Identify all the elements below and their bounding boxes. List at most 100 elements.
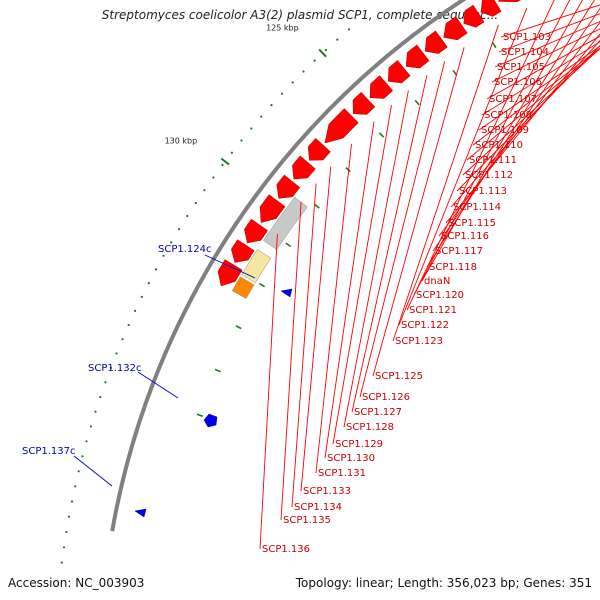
gene-label: SCP1.133 (303, 486, 351, 497)
gene-label: SCP1.120 (416, 290, 464, 301)
reverse-leader-line (73, 455, 113, 487)
inner-tick (414, 99, 420, 106)
scale-dot (240, 139, 243, 142)
label-leader-line (351, 75, 428, 413)
scale-dot (302, 70, 305, 73)
gene-label: SCP1.104 (501, 47, 549, 58)
gene-label: SCP1.121 (409, 305, 457, 316)
label-leader-line (392, 24, 499, 342)
scale-dot (162, 254, 165, 257)
scale-dot (203, 189, 206, 192)
forward-gene-arrow (443, 16, 468, 41)
label-leader-line (413, 0, 571, 296)
label-leader-line (359, 61, 446, 398)
reverse-leader-line (137, 371, 179, 399)
gene-label: SCP1.108 (484, 110, 532, 121)
gene-label: SCP1.134 (294, 502, 342, 513)
label-leader-line (462, 47, 600, 176)
label-leader-line (406, 0, 555, 311)
scale-dot (74, 485, 77, 488)
forward-gene-arrow (405, 44, 430, 69)
gene-label: SCP1.115 (448, 218, 496, 229)
forward-gene-arrow (276, 174, 301, 199)
scale-dot (221, 163, 224, 167)
forward-gene-arrow (217, 259, 243, 287)
label-leader-line (291, 183, 317, 508)
scale-dot (104, 381, 107, 384)
label-leader-line (478, 45, 600, 131)
scale-dot (313, 59, 316, 62)
gene-label: SCP1.116 (441, 231, 489, 242)
reverse-gene-label: SCP1.124c (158, 244, 212, 255)
gene-label: SCP1.136 (262, 544, 310, 555)
label-leader-line (491, 28, 600, 83)
scale-dot (347, 28, 351, 31)
inner-tick (314, 203, 320, 209)
scale-dot (67, 515, 71, 518)
scale-dot (65, 530, 68, 534)
scale-dot (170, 241, 173, 244)
inner-tick (452, 69, 458, 76)
scale-tick (220, 157, 230, 166)
gene-label: SCP1.130 (327, 453, 375, 464)
scale-dot (230, 151, 233, 154)
scale-dot (60, 561, 63, 564)
feature-blocks (231, 196, 308, 299)
scale-dot (109, 366, 112, 369)
backbone-line (110, 0, 467, 532)
forward-gene-arrow (369, 75, 394, 99)
forward-gene-arrow (259, 194, 286, 223)
reverse-gene-arrow (134, 508, 147, 518)
scale-dot (62, 546, 66, 549)
inner-tick (285, 242, 292, 248)
scale-dot (212, 176, 215, 179)
scale-dot (154, 268, 158, 271)
gene-label: SCP1.127 (354, 407, 402, 418)
forward-gene-arrow (324, 108, 359, 144)
label-leader-line (494, 20, 600, 68)
label-leader-line (500, 4, 600, 38)
label-leader-line (472, 47, 600, 146)
reverse-genes: SCP1.124c SCP1.132c SCP1.137c (22, 244, 293, 518)
label-leader-line (259, 234, 278, 550)
label-leader-line (300, 166, 332, 492)
scale-dot (127, 323, 130, 327)
gene-label: SCP1.131 (318, 468, 366, 479)
gene-label: SCP1.129 (335, 439, 383, 450)
scale-dot (121, 338, 124, 341)
label-leader-line (315, 143, 352, 474)
forward-gene-arrow (307, 137, 331, 161)
inner-tick (214, 368, 221, 373)
scale-tick-label: 125 kbp (266, 24, 299, 33)
scale-dot (147, 282, 150, 285)
scale-dot (178, 228, 181, 231)
scale-dot (89, 425, 92, 428)
label-leader-line (456, 45, 600, 192)
reverse-leader-line (204, 254, 256, 279)
summary-text: Topology: linear; Length: 356,023 bp; Ge… (295, 576, 592, 590)
label-leaders (259, 0, 600, 550)
forward-gene-arrow (463, 4, 485, 28)
scale-dot (70, 500, 74, 503)
forward-gene-arrow (244, 218, 269, 244)
scale-dot (85, 440, 88, 443)
gray-feature-block (262, 196, 308, 250)
reverse-gene-arrow (203, 413, 218, 428)
label-leader-line (332, 105, 392, 445)
scale-dot (324, 48, 327, 52)
gene-label: SCP1.111 (469, 155, 517, 166)
gene-label: SCP1.105 (497, 62, 545, 73)
scale-dot (291, 81, 294, 84)
gene-label: SCP1.114 (453, 202, 501, 213)
gene-label: SCP1.122 (401, 320, 449, 331)
orange-feature-block (231, 276, 255, 299)
scale-dot (134, 309, 137, 312)
scale-dot (77, 470, 80, 473)
forward-gene-arrow (388, 60, 411, 84)
scale-tick (318, 48, 327, 58)
scale-dot (140, 295, 143, 298)
gene-label: SCP1.128 (346, 422, 394, 433)
forward-gene-arrow (292, 155, 316, 180)
